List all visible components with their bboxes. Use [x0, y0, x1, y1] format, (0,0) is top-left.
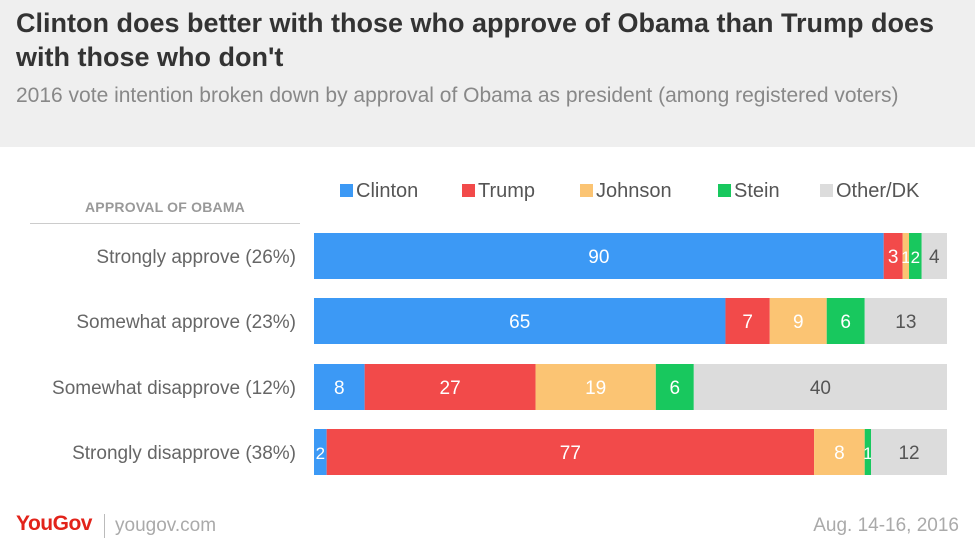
- bar-segment-clinton: [314, 233, 884, 279]
- bar-segment-johnson: [535, 364, 656, 410]
- category-label: Strongly disapprove (38%): [72, 443, 296, 464]
- bar-segment-other-dk: [864, 298, 947, 344]
- category-label: Somewhat disapprove (12%): [52, 378, 296, 399]
- data-label-trump: 27: [440, 378, 461, 399]
- data-label-clinton: 90: [588, 247, 609, 268]
- data-label-johnson: 9: [793, 312, 804, 333]
- bar-segment-stein: [864, 429, 872, 475]
- legend-item-trump: Trump: [462, 180, 535, 203]
- axis-title-rule: [30, 223, 300, 224]
- bar-segment-other-dk: [693, 364, 947, 410]
- bar-segment-trump: [364, 364, 536, 410]
- footer-site: yougov.com: [115, 515, 217, 536]
- legend-label-johnson: Johnson: [596, 180, 672, 202]
- footer-divider: [104, 514, 105, 538]
- bar-segment-other-dk: [921, 233, 947, 279]
- data-label-johnson: 8: [834, 443, 845, 464]
- footer-date: Aug. 14-16, 2016: [813, 515, 959, 536]
- data-label-trump: 3: [888, 247, 899, 268]
- data-label-stein: 1: [863, 444, 872, 463]
- legend-swatch-johnson: [580, 184, 593, 197]
- legend-item-other-dk: Other/DK: [820, 180, 919, 203]
- legend-label-stein: Stein: [734, 180, 780, 202]
- legend-label-trump: Trump: [478, 180, 536, 202]
- chart-subtitle: 2016 vote intention broken down by appro…: [16, 84, 899, 107]
- bar-segment-trump: [326, 429, 815, 475]
- bar-segment-clinton: [314, 429, 327, 475]
- data-label-clinton: 2: [316, 444, 325, 463]
- category-label: Strongly approve (26%): [96, 247, 296, 268]
- legend-swatch-clinton: [340, 184, 353, 197]
- bar-segment-johnson: [814, 429, 865, 475]
- legend-label-other-dk: Other/DK: [836, 180, 920, 202]
- legend-item-clinton: Clinton: [340, 180, 418, 203]
- data-label-stein: 2: [911, 248, 920, 267]
- bar-segment-other-dk: [871, 429, 947, 475]
- legend-item-johnson: Johnson: [580, 180, 672, 203]
- legend-label-clinton: Clinton: [356, 180, 419, 202]
- bar-segment-stein: [909, 233, 922, 279]
- bar-segment-clinton: [314, 364, 365, 410]
- bar-segment-clinton: [314, 298, 726, 344]
- data-label-other-dk: 40: [810, 378, 831, 399]
- data-label-trump: 77: [560, 443, 581, 464]
- bar-segment-trump: [725, 298, 770, 344]
- bar-segment-trump: [883, 233, 903, 279]
- data-label-stein: 6: [670, 378, 681, 399]
- chart-title: Clinton does better with those who appro…: [16, 8, 935, 72]
- header-band: Clinton does better with those who appro…: [0, 0, 975, 147]
- y-axis-title: APPROVAL OF OBAMA: [85, 199, 245, 215]
- legend-swatch-other-dk: [820, 184, 833, 197]
- legend-item-stein: Stein: [718, 180, 780, 203]
- legend-swatch-stein: [718, 184, 731, 197]
- data-label-other-dk: 4: [929, 247, 940, 268]
- data-label-trump: 7: [742, 312, 753, 333]
- data-label-other-dk: 12: [898, 443, 919, 464]
- bar-segment-johnson: [769, 298, 827, 344]
- bar-segment-stein: [826, 298, 865, 344]
- bar-segment-johnson: [902, 233, 910, 279]
- category-label: Somewhat approve (23%): [76, 312, 296, 333]
- data-label-other-dk: 13: [895, 312, 916, 333]
- yougov-logo: YouGov: [16, 512, 92, 535]
- legend-swatch-trump: [462, 184, 475, 197]
- bar-segment-stein: [655, 364, 694, 410]
- data-label-johnson: 1: [901, 248, 910, 267]
- data-label-clinton: 65: [509, 312, 530, 333]
- data-label-stein: 6: [840, 312, 851, 333]
- data-label-clinton: 8: [334, 378, 345, 399]
- data-label-johnson: 19: [585, 378, 606, 399]
